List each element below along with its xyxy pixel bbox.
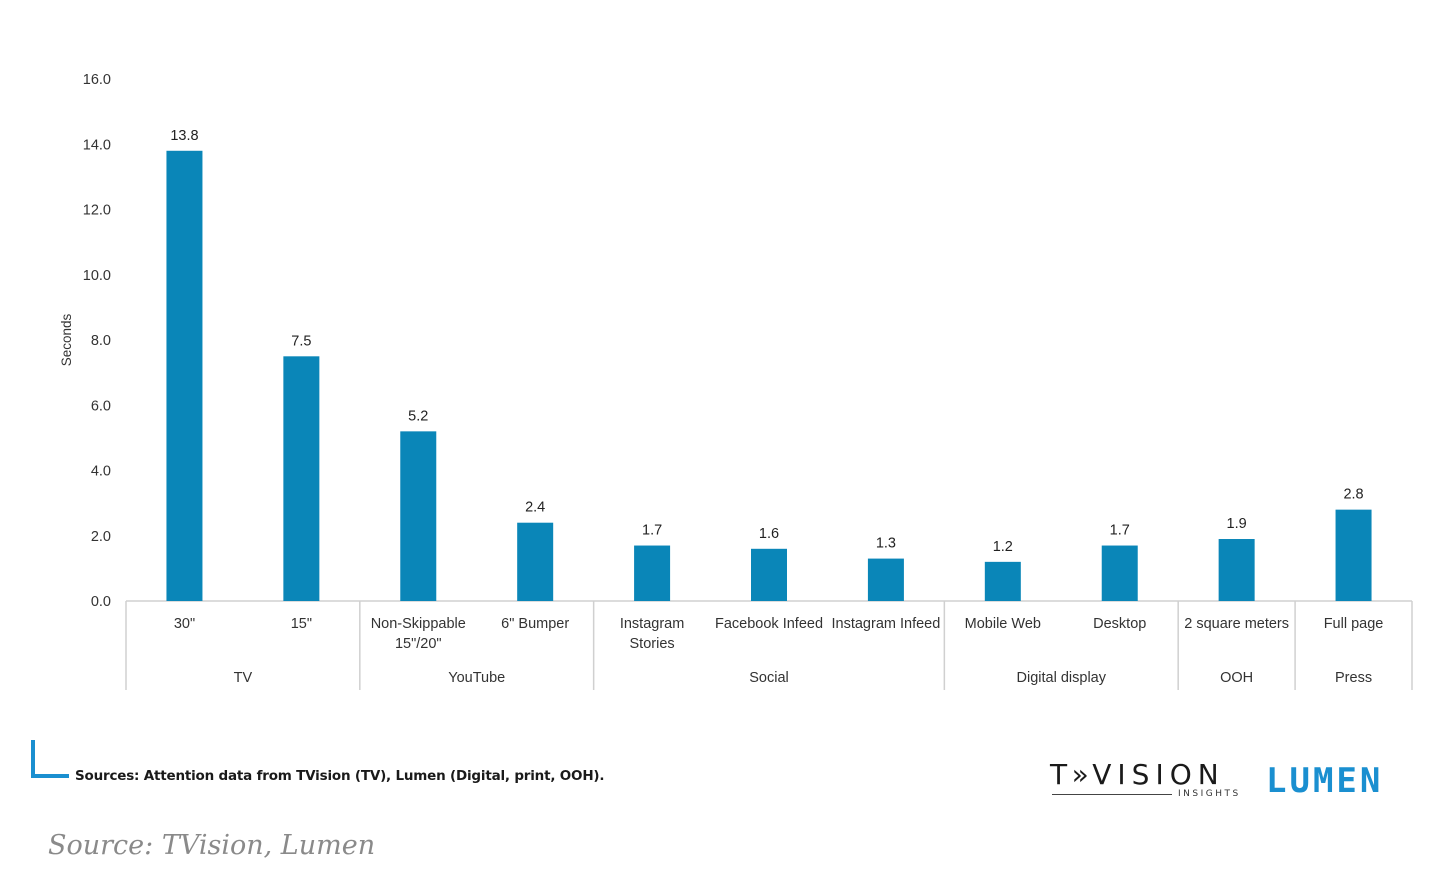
x-group-label: TV <box>234 670 253 686</box>
bar-value-label: 2.8 <box>1343 487 1363 503</box>
x-category-label: 30" <box>174 616 195 632</box>
bar-value-label: 1.7 <box>1110 523 1130 539</box>
tvision-logo: T»VISION INSIGHTS <box>1050 760 1250 800</box>
x-group-label: YouTube <box>448 670 505 686</box>
y-tick-label: 10.0 <box>83 268 111 284</box>
corner-bracket-icon <box>31 740 69 778</box>
source-caption: Source: TVision, Lumen <box>48 830 376 861</box>
bar <box>867 558 904 601</box>
bar-value-label: 7.5 <box>291 333 311 349</box>
bar-value-label: 1.9 <box>1227 516 1247 532</box>
y-axis-label: Seconds <box>59 313 74 366</box>
bar-value-label: 1.2 <box>993 539 1013 555</box>
y-tick-label: 14.0 <box>83 137 111 153</box>
bar <box>751 548 787 601</box>
tvision-logo-rule <box>1052 794 1172 795</box>
bar <box>400 431 437 601</box>
bar-value-label: 2.4 <box>525 500 545 516</box>
lumen-logo: LUMEN <box>1266 761 1384 801</box>
bar-value-label: 5.2 <box>408 408 428 424</box>
x-category-label: 2 square meters <box>1184 616 1289 632</box>
x-category-label: Instagram Stories <box>620 616 684 652</box>
x-group-label: Social <box>749 670 789 686</box>
y-tick-label: 8.0 <box>91 333 111 349</box>
x-category-label: Desktop <box>1093 616 1146 632</box>
bar <box>1335 509 1372 601</box>
bar-value-label: 1.6 <box>759 526 779 542</box>
x-group-label: Press <box>1335 670 1372 686</box>
y-tick-label: 12.0 <box>83 203 111 219</box>
x-category-label: Facebook Infeed <box>715 616 823 632</box>
tvision-logo-sub: INSIGHTS <box>1178 789 1241 799</box>
x-group-label: OOH <box>1220 670 1253 686</box>
bar <box>166 150 203 601</box>
x-category-label: Mobile Web <box>965 616 1041 632</box>
bar-chart: 0.0 2.0 4.0 6.0 8.0 10.0 12.0 14.0 16.0 Seconds 13… <box>59 72 1413 690</box>
y-tick-label: 16.0 <box>83 72 111 88</box>
y-tick-label: 4.0 <box>91 464 111 480</box>
bar <box>1218 539 1255 601</box>
x-category-label: Non-Skippable 15"/20" <box>371 616 466 652</box>
bar <box>517 522 554 601</box>
bar <box>1101 545 1138 601</box>
bar <box>984 561 1021 601</box>
bar-value-label: 13.8 <box>170 128 198 144</box>
x-category-label: Full page <box>1324 616 1384 632</box>
sources-note: Sources: Attention data from TVision (TV… <box>75 768 605 784</box>
x-category-label: Instagram Infeed <box>831 616 940 632</box>
x-category-label: 15" <box>291 616 312 632</box>
y-tick-label: 2.0 <box>91 529 111 545</box>
y-tick-label: 0.0 <box>91 594 111 610</box>
bar <box>634 545 671 601</box>
x-group-label: Digital display <box>1017 670 1107 686</box>
bar-value-label: 1.7 <box>642 523 662 539</box>
x-category-label: 6" Bumper <box>501 616 569 632</box>
y-tick-label: 6.0 <box>91 398 111 414</box>
tvision-logo-word: T»VISION <box>1050 758 1225 791</box>
bar <box>283 356 320 601</box>
bar-value-label: 1.3 <box>876 536 896 552</box>
